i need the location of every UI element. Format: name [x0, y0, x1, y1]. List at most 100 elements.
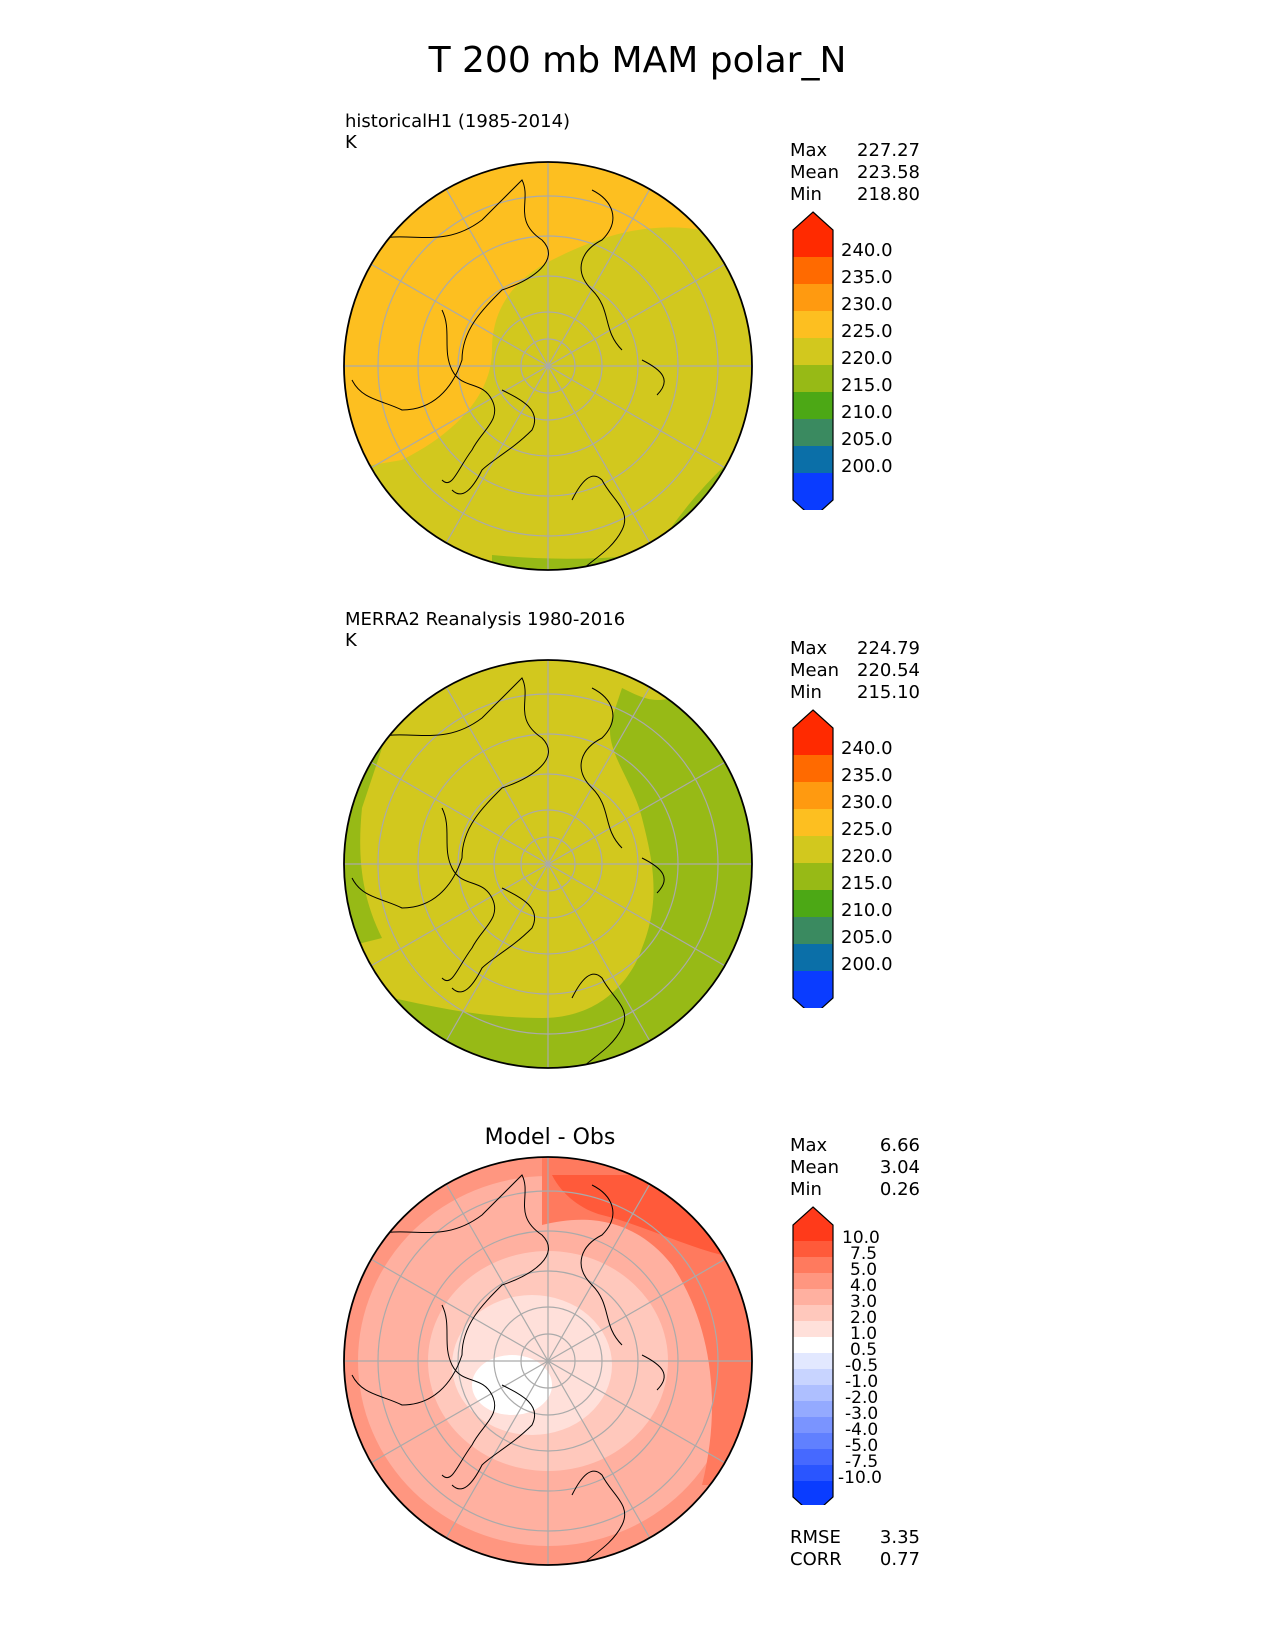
- cbar-tick: -0.5: [845, 1356, 879, 1376]
- cbar-tick: 210.0: [841, 900, 893, 921]
- colorbar-top-cap: [793, 212, 833, 257]
- stats-model: Max 227.27 Mean 223.58 Min 218.80: [790, 140, 920, 206]
- stat-value: 224.79: [857, 638, 920, 659]
- colorbar-top-cap: [793, 1207, 833, 1241]
- cbar-tick: 10.0: [842, 1228, 880, 1248]
- polar-map-obs: [343, 659, 753, 1069]
- cbar-tick: 230.0: [841, 294, 893, 315]
- colorbar-segment: [793, 338, 833, 366]
- panel-title-diff: Model - Obs: [484, 1125, 616, 1150]
- cbar-tick: 2.0: [850, 1308, 878, 1328]
- colorbar-segment: [793, 1401, 833, 1418]
- colorbar-segment: [793, 917, 833, 945]
- colorbar-bottom-cap: [793, 473, 833, 510]
- cbar-tick: -4.0: [845, 1420, 879, 1440]
- cbar-tick: 200.0: [841, 456, 893, 477]
- colorbar-segment: [793, 1385, 833, 1402]
- stat-label: Min: [790, 1179, 822, 1200]
- colorbar-segment: [793, 311, 833, 339]
- cbar-tick: -10.0: [838, 1468, 882, 1488]
- metrics-diff: RMSE 3.35 CORR 0.77: [790, 1527, 920, 1571]
- stat-value: 218.80: [857, 184, 920, 205]
- panel-diff: Model - Obs Max 6.66 Mean 3.04 Min 0.26: [0, 0, 1275, 1570]
- colorbar-segment: [793, 809, 833, 837]
- colorbar-segment: [793, 1305, 833, 1322]
- stat-label: Mean: [790, 162, 840, 183]
- colorbar-segment: [793, 944, 833, 972]
- colorbar-segment: [793, 1241, 833, 1258]
- coastlines: [351, 179, 665, 570]
- stat-value: 223.58: [857, 162, 920, 183]
- cbar-tick: 4.0: [850, 1276, 878, 1296]
- panel-units: K: [345, 630, 357, 651]
- cbar-tick: -5.0: [845, 1436, 879, 1456]
- cbar-tick: 235.0: [841, 267, 893, 288]
- metric-value: 3.35: [879, 1527, 920, 1548]
- panel-title-obs: MERRA2 Reanalysis 1980-2016 K: [345, 609, 625, 651]
- cbar-tick: 205.0: [841, 927, 893, 948]
- stat-label: Min: [790, 682, 822, 703]
- panel-model: historicalH1 (1985-2014) K Max 227.27 Mea…: [0, 0, 1275, 571]
- stat-label: Mean: [790, 660, 840, 681]
- colorbar-diff: [792, 1206, 834, 1505]
- colorbar-segment: [793, 890, 833, 918]
- cbar-tick: 215.0: [841, 375, 893, 396]
- stat-value: 0.26: [879, 1179, 920, 1200]
- cbar-tick: -7.5: [845, 1452, 879, 1472]
- colorbar-segment: [793, 1257, 833, 1274]
- colorbar-segment: [793, 1289, 833, 1306]
- colorbar-outline: [792, 1206, 834, 1505]
- stat-label: Mean: [790, 1157, 840, 1178]
- colorbar-top-cap: [793, 710, 833, 755]
- cbar-tick: 0.5: [850, 1340, 878, 1360]
- cbar-tick: 225.0: [841, 819, 893, 840]
- cool-region: [344, 688, 752, 1068]
- colorbar-abs-1: [792, 211, 834, 510]
- colorbar-segment: [793, 365, 833, 393]
- colorbar-segment: [793, 1273, 833, 1290]
- colorbar-bottom-cap: [793, 1481, 833, 1505]
- colorbar-segment: [793, 1337, 833, 1354]
- stat-value: 227.27: [857, 140, 920, 161]
- colorbar-segment: [793, 836, 833, 864]
- cbar-tick: 240.0: [841, 738, 893, 759]
- cbar-tick: 215.0: [841, 873, 893, 894]
- colorbar-segment: [793, 392, 833, 420]
- stats-diff: Max 6.66 Mean 3.04 Min 0.26: [790, 1135, 920, 1201]
- panel-title-text: MERRA2 Reanalysis 1980-2016: [345, 609, 626, 630]
- colorbar-segment: [793, 446, 833, 474]
- panel-units: K: [345, 132, 357, 153]
- colorbar-segment: [793, 1321, 833, 1338]
- stat-label: Max: [790, 140, 828, 161]
- cbar-tick: 1.0: [850, 1324, 878, 1344]
- cbar-tick: 240.0: [841, 240, 893, 261]
- stat-value: 215.10: [857, 682, 920, 703]
- panel-obs: MERRA2 Reanalysis 1980-2016 K Max 224.79 …: [0, 0, 1275, 1069]
- panel-title-text: historicalH1 (1985-2014): [345, 111, 571, 132]
- cbar-tick: 230.0: [841, 792, 893, 813]
- colorbar-segment: [793, 1417, 833, 1434]
- cbar-tick: 220.0: [841, 846, 893, 867]
- metric-label: RMSE: [790, 1527, 841, 1548]
- colorbar-segment: [793, 863, 833, 891]
- graticule: [344, 162, 752, 570]
- colorbar-segment: [793, 257, 833, 285]
- colorbar-segment: [793, 782, 833, 810]
- colorbar-segment: [793, 419, 833, 447]
- cbar-tick: -2.0: [845, 1388, 879, 1408]
- cbar-tick: 225.0: [841, 321, 893, 342]
- stat-label: Max: [790, 638, 828, 659]
- colorbar-abs-2: [792, 709, 834, 1008]
- stats-obs: Max 224.79 Mean 220.54 Min 215.10: [790, 638, 920, 704]
- polar-map-model: [343, 161, 753, 571]
- metric-label: CORR: [790, 1549, 842, 1570]
- cbar-tick: 200.0: [841, 954, 893, 975]
- colorbar-segment: [793, 1449, 833, 1466]
- colorbar-outline: [792, 709, 834, 1008]
- colorbar-segment: [793, 284, 833, 312]
- cbar-tick: -3.0: [845, 1404, 879, 1424]
- cbar-tick: 210.0: [841, 402, 893, 423]
- stat-value: 6.66: [879, 1135, 920, 1156]
- cbar-tick: 3.0: [850, 1292, 878, 1312]
- cbar-tick: 205.0: [841, 429, 893, 450]
